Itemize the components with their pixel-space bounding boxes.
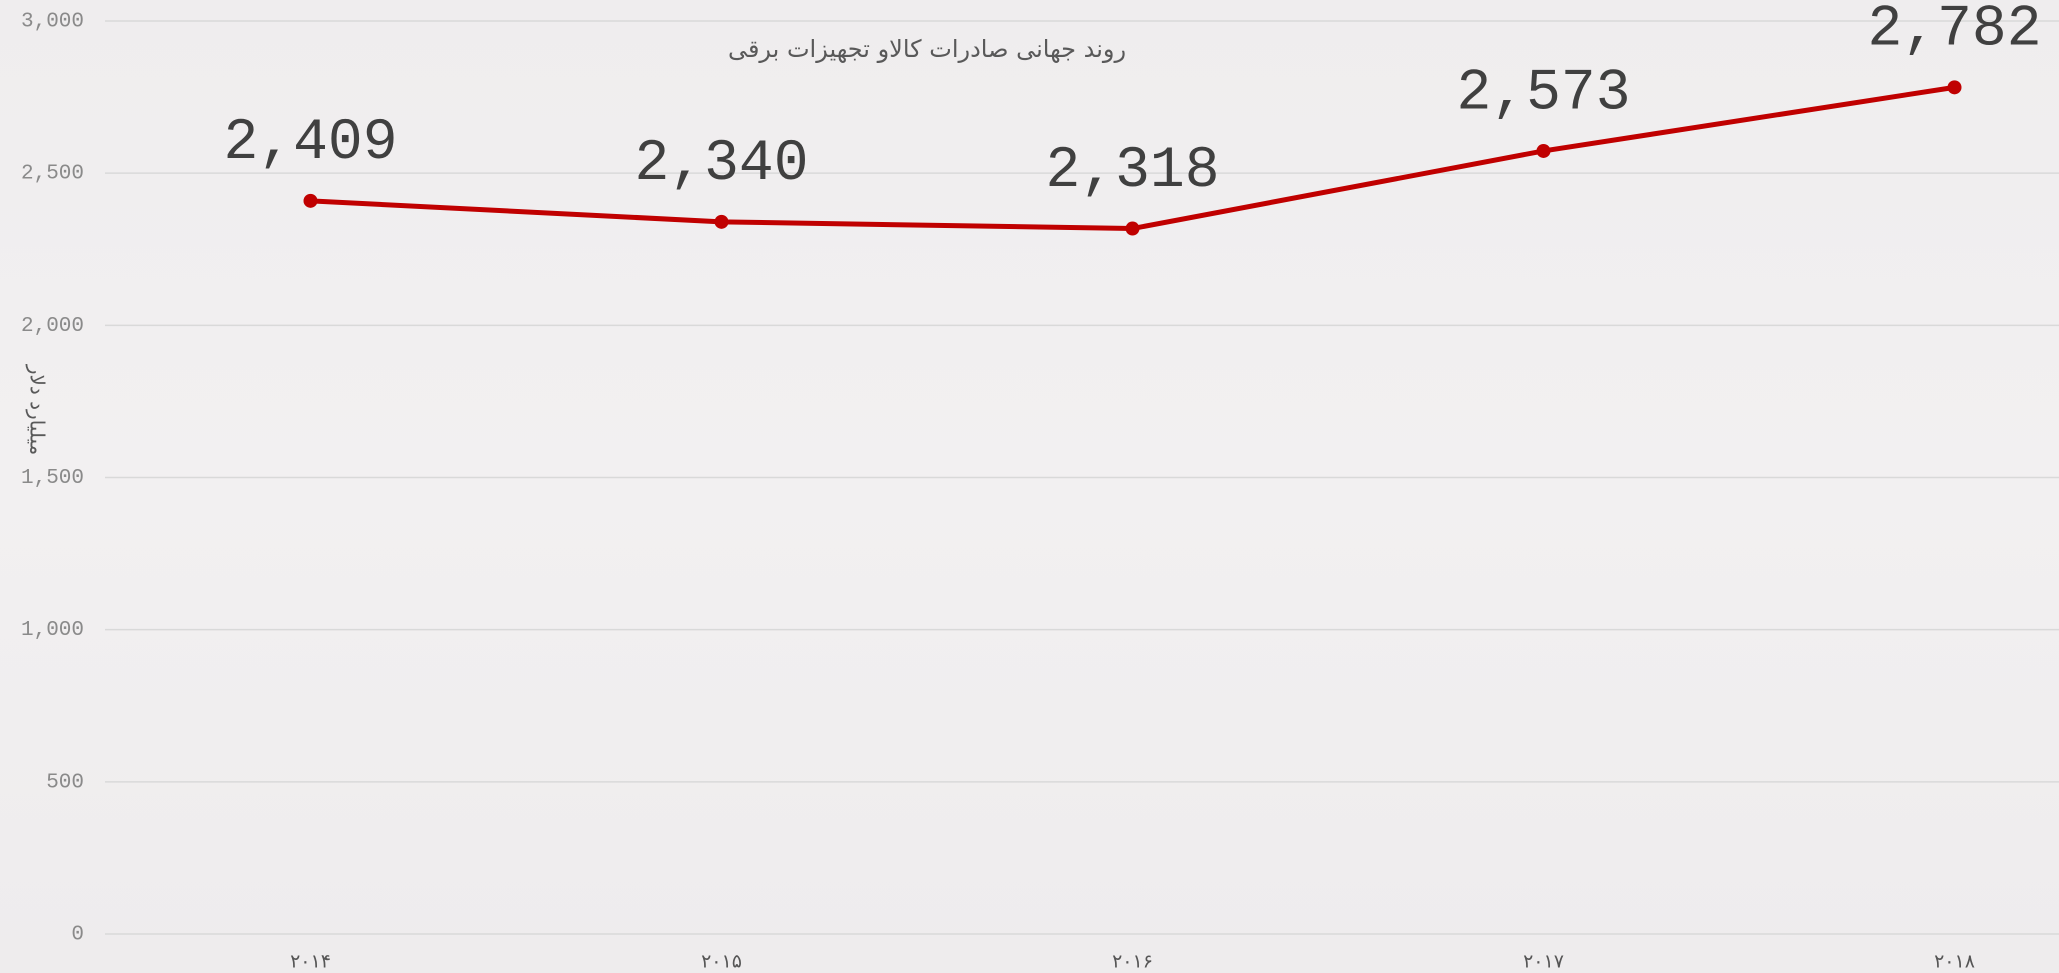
y-axis-title: میلیارد دلار [26, 364, 50, 455]
y-tick-label: 2,500 [21, 163, 84, 186]
data-label: 2,340 [634, 132, 808, 197]
x-tick-label: ۲۰۱۸ [1934, 951, 1975, 973]
marker [714, 214, 729, 229]
chart-title: روند جهانی صادرات کالاو تجهیزات برقی [728, 35, 1126, 63]
x-tick-label: ۲۰۱۵ [701, 951, 742, 973]
marker [1536, 143, 1551, 158]
y-tick-label: 2,000 [21, 315, 84, 338]
x-tick-label: ۲۰۱۷ [1523, 951, 1564, 973]
y-tick-label: 500 [46, 771, 84, 794]
y-tick-label: 1,000 [21, 619, 84, 642]
marker [303, 193, 318, 208]
data-label: 2,782 [1867, 0, 2041, 63]
y-tick-label: 1,500 [21, 467, 84, 490]
data-label: 2,573 [1456, 61, 1630, 126]
x-tick-label: ۲۰۱۴ [290, 951, 331, 973]
data-label: 2,409 [223, 111, 397, 176]
y-tick-label: 0 [71, 924, 84, 947]
y-tick-label: 3,000 [21, 11, 84, 34]
marker [1947, 80, 1962, 95]
marker [1125, 221, 1140, 236]
data-label: 2,318 [1045, 139, 1219, 204]
x-tick-label: ۲۰۱۶ [1112, 951, 1153, 973]
